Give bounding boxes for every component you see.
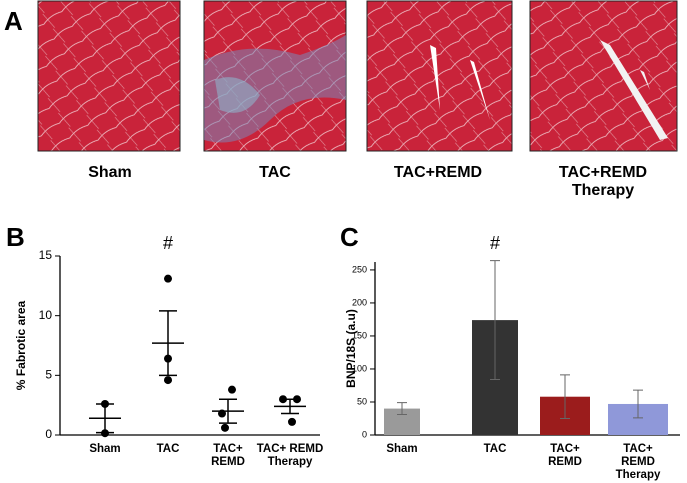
histology-images bbox=[37, 0, 678, 152]
annotation: # bbox=[490, 233, 500, 253]
x-tick-label: TAC bbox=[156, 443, 180, 455]
y-tick-label: 200 bbox=[352, 297, 367, 307]
data-point bbox=[221, 423, 229, 432]
error-bar bbox=[159, 310, 177, 377]
y-tick-label: 15 bbox=[39, 248, 53, 262]
image-caption: TAC+REMD bbox=[393, 164, 483, 181]
y-axis-label: BNP/18S (a.u) bbox=[344, 309, 358, 388]
y-tick-label: 100 bbox=[352, 363, 367, 373]
y-tick-label: 0 bbox=[45, 427, 52, 441]
histology-image bbox=[366, 0, 513, 152]
annotation: # bbox=[163, 233, 173, 253]
error-bar bbox=[96, 403, 114, 434]
image-caption: TAC+REMD Therapy bbox=[558, 164, 648, 200]
fibrosis-region bbox=[204, 35, 346, 143]
histology-image bbox=[37, 0, 181, 152]
x-tick-label: TAC+ REMD bbox=[548, 443, 582, 469]
y-axis-label: % Fabrotic area bbox=[14, 300, 28, 390]
error-bar bbox=[219, 398, 237, 424]
error-bar bbox=[560, 374, 570, 419]
panel-label: C bbox=[340, 222, 359, 252]
error-bar bbox=[490, 260, 500, 381]
x-tick-label: Sham bbox=[386, 443, 418, 455]
y-tick-label: 150 bbox=[352, 330, 367, 340]
image-caption: Sham bbox=[88, 164, 132, 181]
data-point bbox=[164, 376, 172, 385]
data-point bbox=[288, 417, 296, 426]
x-tick-label: TAC+ REMD bbox=[211, 443, 245, 469]
y-tick-label: 10 bbox=[39, 308, 53, 322]
panel-label: B bbox=[6, 222, 25, 252]
fibrosis-region bbox=[215, 77, 260, 113]
image-caption: TAC bbox=[259, 164, 291, 181]
y-tick-label: 5 bbox=[45, 368, 52, 382]
error-bar bbox=[633, 389, 643, 419]
error-bar bbox=[397, 402, 407, 416]
x-tick-label: TAC+ REMD Therapy bbox=[615, 443, 661, 482]
error-bar bbox=[281, 398, 299, 415]
x-tick-label: Sham bbox=[89, 443, 121, 455]
x-tick-label: TAC+ REMD Therapy bbox=[256, 443, 324, 469]
x-tick-label: TAC bbox=[483, 443, 507, 455]
y-tick-label: 0 bbox=[362, 429, 367, 439]
y-tick-label: 250 bbox=[352, 264, 367, 274]
tissue-gap bbox=[430, 45, 490, 120]
y-tick-label: 50 bbox=[357, 396, 367, 406]
tissue-gap bbox=[600, 40, 668, 140]
data-point bbox=[228, 385, 236, 394]
data-point bbox=[164, 274, 172, 283]
panel-label: A bbox=[4, 6, 23, 36]
